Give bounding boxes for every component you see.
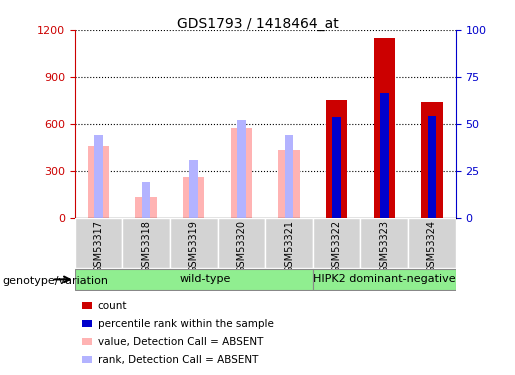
Bar [94, 135, 103, 218]
Text: GSM53321: GSM53321 [284, 220, 294, 273]
Bar [408, 217, 456, 268]
Bar [326, 100, 348, 218]
Text: wild-type: wild-type [180, 274, 231, 284]
Bar [217, 217, 265, 268]
Bar [427, 116, 436, 218]
Text: GSM53323: GSM53323 [380, 220, 389, 273]
Bar [135, 197, 157, 217]
Text: rank, Detection Call = ABSENT: rank, Detection Call = ABSENT [98, 355, 258, 364]
Text: genotype/variation: genotype/variation [3, 276, 109, 285]
Text: value, Detection Call = ABSENT: value, Detection Call = ABSENT [98, 337, 263, 346]
Bar [278, 150, 300, 217]
Text: GSM53324: GSM53324 [427, 220, 437, 273]
Text: GSM53317: GSM53317 [94, 220, 104, 273]
Text: GSM53319: GSM53319 [189, 220, 199, 273]
Bar [170, 217, 217, 268]
Bar [332, 117, 341, 218]
Bar [142, 182, 150, 218]
Bar [265, 217, 313, 268]
Bar [360, 217, 408, 268]
Bar [190, 160, 198, 218]
Bar [231, 128, 252, 217]
Text: GDS1793 / 1418464_at: GDS1793 / 1418464_at [177, 17, 338, 31]
Text: GSM53320: GSM53320 [236, 220, 246, 273]
Text: HIPK2 dominant-negative: HIPK2 dominant-negative [313, 274, 456, 284]
Bar [313, 269, 456, 290]
Bar [237, 120, 246, 218]
Bar [421, 102, 443, 218]
Bar [285, 135, 294, 218]
Bar [75, 217, 123, 268]
Bar [183, 177, 204, 218]
Bar [122, 217, 170, 268]
Text: GSM53318: GSM53318 [141, 220, 151, 273]
Bar [313, 217, 360, 268]
Bar [380, 93, 389, 218]
Bar [88, 146, 109, 218]
Text: percentile rank within the sample: percentile rank within the sample [98, 319, 274, 328]
Bar [373, 38, 395, 218]
Bar [75, 269, 313, 290]
Text: GSM53322: GSM53322 [332, 220, 341, 273]
Text: count: count [98, 301, 127, 310]
